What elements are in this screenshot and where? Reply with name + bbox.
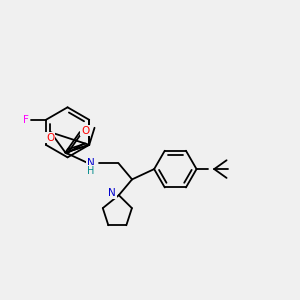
Text: N: N	[109, 188, 116, 198]
Text: F: F	[23, 115, 29, 125]
Text: H: H	[87, 166, 94, 176]
Text: O: O	[46, 133, 54, 142]
Text: N: N	[87, 158, 94, 168]
Text: O: O	[81, 126, 89, 136]
